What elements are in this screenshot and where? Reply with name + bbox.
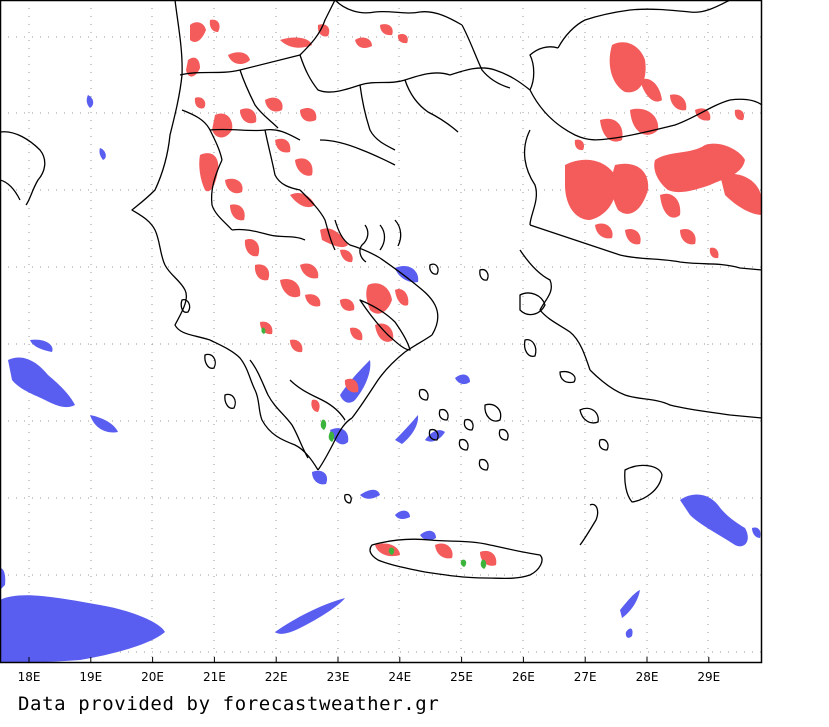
longitude-label: 22E [265,670,288,684]
longitude-label: 26E [512,670,535,684]
longitude-labels: 18E 19E 20E 21E 22E 23E 24E 25E 26E 27E 28E 29E [18,670,721,684]
precipitation-blue-areas [0,95,761,663]
longitude-label: 28E [636,670,659,684]
longitude-label: 29E [697,670,720,684]
precipitation-green-specks [261,327,487,569]
longitude-label: 21E [203,670,226,684]
longitude-label: 27E [574,670,597,684]
longitude-label: 24E [388,670,411,684]
coastlines-and-borders [0,0,763,580]
longitude-label: 20E [141,670,164,684]
longitude-label: 25E [450,670,473,684]
precipitation-red-areas [186,19,762,566]
map-border [0,0,763,664]
data-credit: Data provided by forecastweather.gr [18,693,440,715]
longitude-ticks [28,657,710,663]
longitude-label: 23E [327,670,350,684]
longitude-label: 19E [79,670,102,684]
longitude-label: 18E [18,670,41,684]
